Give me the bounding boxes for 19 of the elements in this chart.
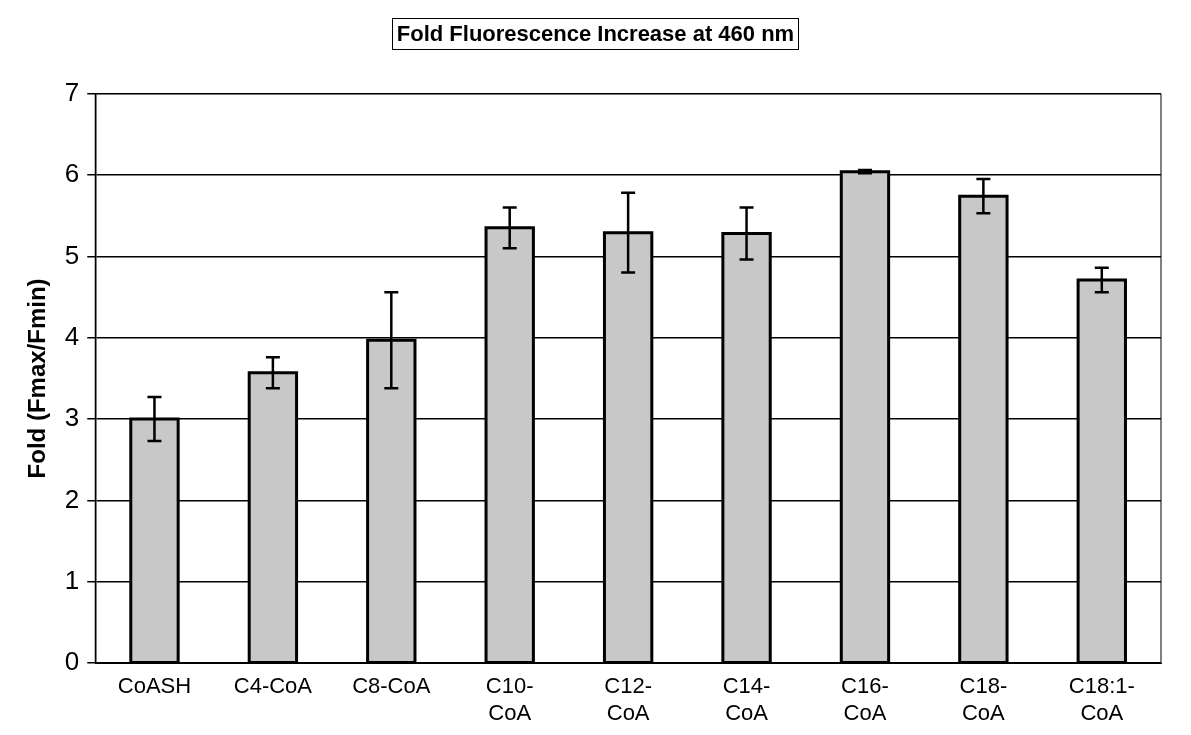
x-tick-label: CoASH [117,673,192,699]
x-tick-label: C10-CoA [485,673,534,725]
x-tick-label: C4-CoA [233,673,313,699]
y-tick-label: 5 [64,239,80,270]
y-tick-label: 1 [64,565,80,595]
chart-title: Fold Fluorescence Increase at 460 nm [391,18,800,50]
x-tick-label: C12-CoA [604,673,652,725]
y-tick-label: 3 [64,402,80,433]
y-tick-label: 4 [64,320,80,351]
y-tick-label: 0 [64,646,80,677]
x-tick-label: C18-CoA [959,673,1008,725]
y-axis-title: Fold (Fmax/Fmin) [23,278,51,479]
x-tick-label: C8-CoA [352,673,431,699]
x-tick-label: C18:1-CoA [1068,673,1135,725]
y-tick-label: 6 [64,158,80,189]
y-tick-label: 7 [64,76,80,107]
y-tick-label: 2 [64,483,80,514]
x-tick-label: C16-CoA [841,673,889,725]
x-tick-label: C14-CoA [722,673,771,725]
